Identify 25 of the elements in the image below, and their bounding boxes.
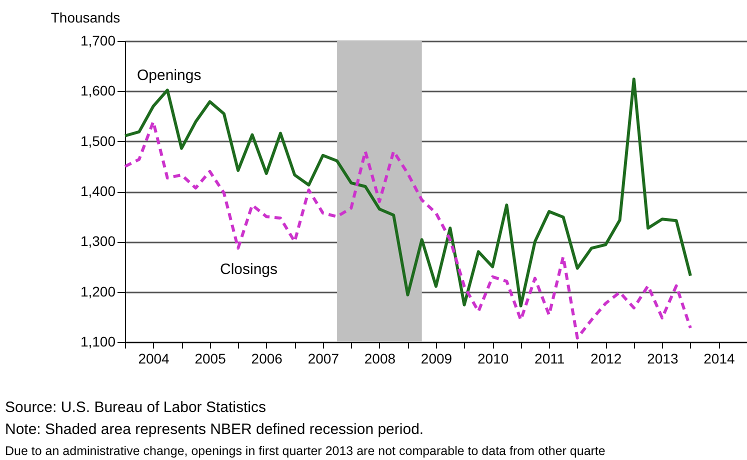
- x-tick-label: 2009: [420, 350, 452, 366]
- text: Due to an administrative change, openings in first quarter 2013 are not comparable to data from other quarte: [5, 444, 606, 458]
- x-tick-label: 2006: [251, 350, 283, 366]
- y-tick-label: 1,700: [80, 32, 116, 48]
- y-tick-label: 1,400: [80, 183, 116, 199]
- line-series: [124, 120, 692, 340]
- y-tick-label: 1,300: [80, 233, 116, 250]
- x-tick-label: 2012: [590, 350, 622, 366]
- x-tick-label: 2011: [534, 350, 565, 366]
- text: Note: Shaded area represents NBER defined recession period.: [5, 421, 424, 438]
- y-axis-title: Thousands: [50, 10, 120, 26]
- series-label: Openings: [137, 67, 202, 84]
- x-tick-label: 2010: [477, 350, 509, 366]
- y-tick-label: 1,500: [80, 132, 116, 149]
- x-tick-label: 2008: [364, 350, 396, 366]
- x-tick-label: 2005: [194, 350, 226, 366]
- x-tick-label: 2004: [138, 350, 170, 366]
- x-tick-label: 2014: [704, 350, 736, 366]
- x-tick-label: 2013: [647, 350, 678, 366]
- y-tick-label: 1,600: [80, 82, 116, 99]
- x-tick-label: 2007: [308, 350, 340, 366]
- y-tick-label: 1,200: [80, 283, 116, 300]
- source-note: Source: U.S. Bureau of Labor Statistics: [5, 399, 266, 416]
- y-tick-label: 1,100: [80, 334, 116, 350]
- series-label: Closings: [220, 261, 278, 278]
